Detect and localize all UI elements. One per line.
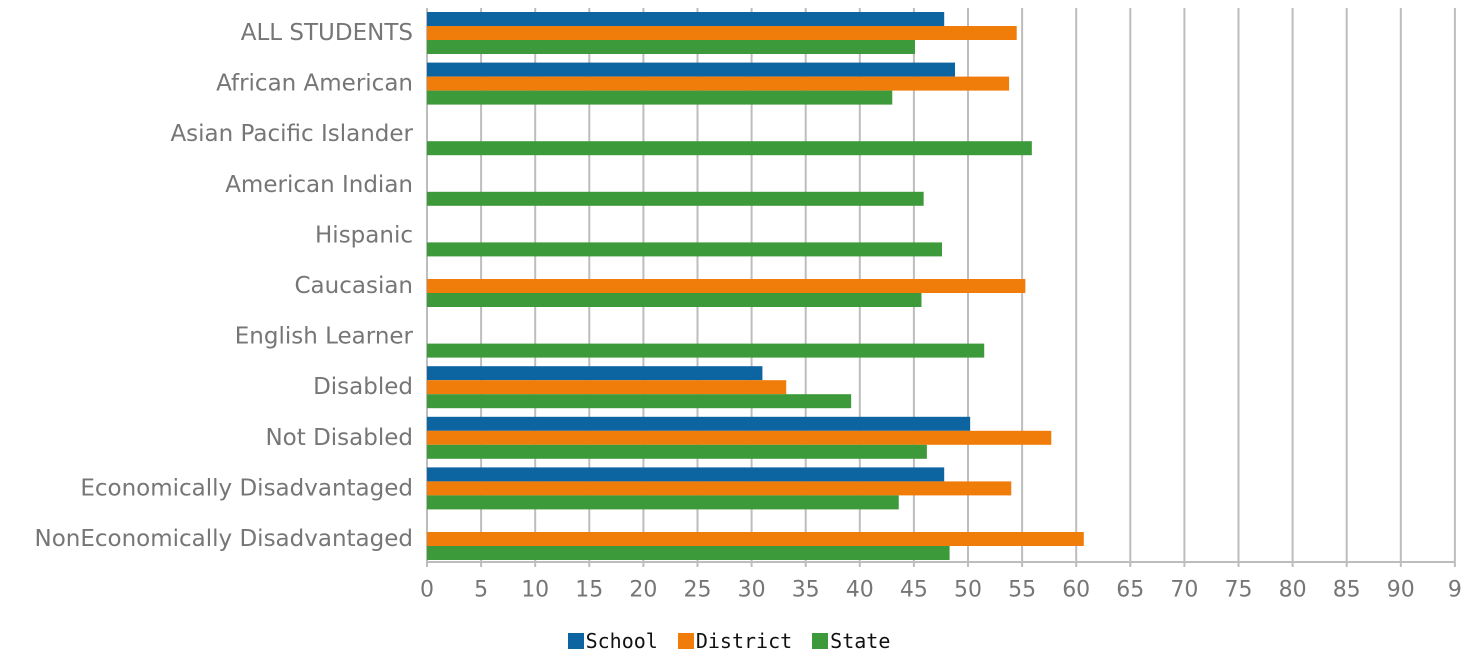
x-tick-label-50: 50 — [954, 578, 982, 603]
bar-district-not-disabled — [427, 430, 1052, 445]
legend-label-state: State — [830, 629, 891, 653]
bar-school-economically-disadvantaged — [427, 467, 945, 482]
x-tick-label-45: 45 — [900, 578, 928, 603]
legend-swatch-school — [567, 633, 584, 649]
bar-district-all-students — [427, 26, 1017, 40]
category-label-noneconomically-disadvantaged: NonEconomically Disadvantaged — [34, 526, 413, 552]
bar-school-not-disabled — [427, 416, 971, 431]
legend-swatch-state — [812, 633, 829, 649]
category-label-caucasian: Caucasian — [294, 273, 413, 299]
x-tick-label-85: 85 — [1333, 578, 1361, 603]
x-tick-label-10: 10 — [521, 578, 549, 603]
category-label-asian-pacific-islander: Asian Pacific Islander — [170, 121, 413, 147]
x-tick-label-65: 65 — [1116, 578, 1144, 603]
bar-school-disabled — [427, 366, 763, 381]
x-tick-label-20: 20 — [629, 578, 657, 603]
bar-state-caucasian — [427, 293, 922, 307]
legend-label-school: School — [585, 629, 658, 653]
bar-state-disabled — [427, 394, 852, 409]
x-tick-label-15: 15 — [575, 578, 603, 603]
x-axis-tick-labels: 0 5 10 15 20 25 30 35 40 45 50 55 60 65 70 75 80 85 90 9 — [420, 578, 1462, 603]
x-tick-label-90: 90 — [1387, 578, 1415, 603]
x-tick-label-70: 70 — [1170, 578, 1198, 603]
legend-item-state: State — [812, 629, 890, 653]
legend-item-school: School — [567, 629, 658, 653]
x-tick-label-75: 75 — [1225, 578, 1253, 603]
bar-state-african-american — [427, 90, 893, 105]
bar-state-economically-disadvantaged — [427, 495, 899, 510]
bar-state-hispanic — [427, 242, 943, 257]
bar-state-noneconomically-disadvantaged — [427, 546, 950, 560]
x-tick-label-40: 40 — [846, 578, 874, 603]
category-labels: ALL STUDENTS African American Asian Pacifi… — [34, 20, 413, 552]
category-label-not-disabled: Not Disabled — [265, 425, 413, 451]
legend-item-district: District — [677, 629, 793, 653]
x-tick-label-80: 80 — [1279, 578, 1307, 603]
bar-state-english-learner — [427, 343, 985, 358]
x-tick-label-5: 5 — [474, 578, 488, 603]
x-tick-label-25: 25 — [684, 578, 712, 603]
bar-state-american-indian — [427, 191, 924, 206]
bar-state-not-disabled — [427, 444, 927, 459]
bar-district-noneconomically-disadvantaged — [427, 532, 1084, 546]
bar-state-all-students — [427, 40, 915, 54]
category-label-american-indian: American Indian — [225, 172, 413, 198]
bar-district-economically-disadvantaged — [427, 481, 1012, 496]
bar-state-asian-pacific-islander — [427, 141, 1032, 156]
legend-swatch-district — [677, 633, 694, 649]
legend-label-district: District — [695, 629, 793, 653]
category-label-english-learner: English Learner — [235, 324, 414, 350]
bar-district-disabled — [427, 380, 787, 395]
legend: School District State — [0, 626, 1474, 656]
bar-district-caucasian — [427, 279, 1026, 293]
bar-district-african-american — [427, 76, 1010, 91]
x-tick-label-95: 9 — [1448, 578, 1462, 603]
x-tick-label-55: 55 — [1008, 578, 1036, 603]
x-tick-label-30: 30 — [738, 578, 766, 603]
bar-school-all-students — [427, 12, 945, 26]
x-tick-label-60: 60 — [1062, 578, 1090, 603]
category-label-african-american: African American — [216, 71, 413, 97]
category-label-economically-disadvantaged: Economically Disadvantaged — [80, 475, 413, 501]
x-tick-label-0: 0 — [420, 578, 434, 603]
bar-school-african-american — [427, 62, 956, 77]
bar-series-group — [427, 12, 1084, 560]
category-label-hispanic: Hispanic — [315, 222, 413, 248]
category-label-disabled: Disabled — [313, 374, 413, 400]
category-label-all-students: ALL STUDENTS — [241, 20, 413, 46]
x-tick-label-35: 35 — [792, 578, 820, 603]
